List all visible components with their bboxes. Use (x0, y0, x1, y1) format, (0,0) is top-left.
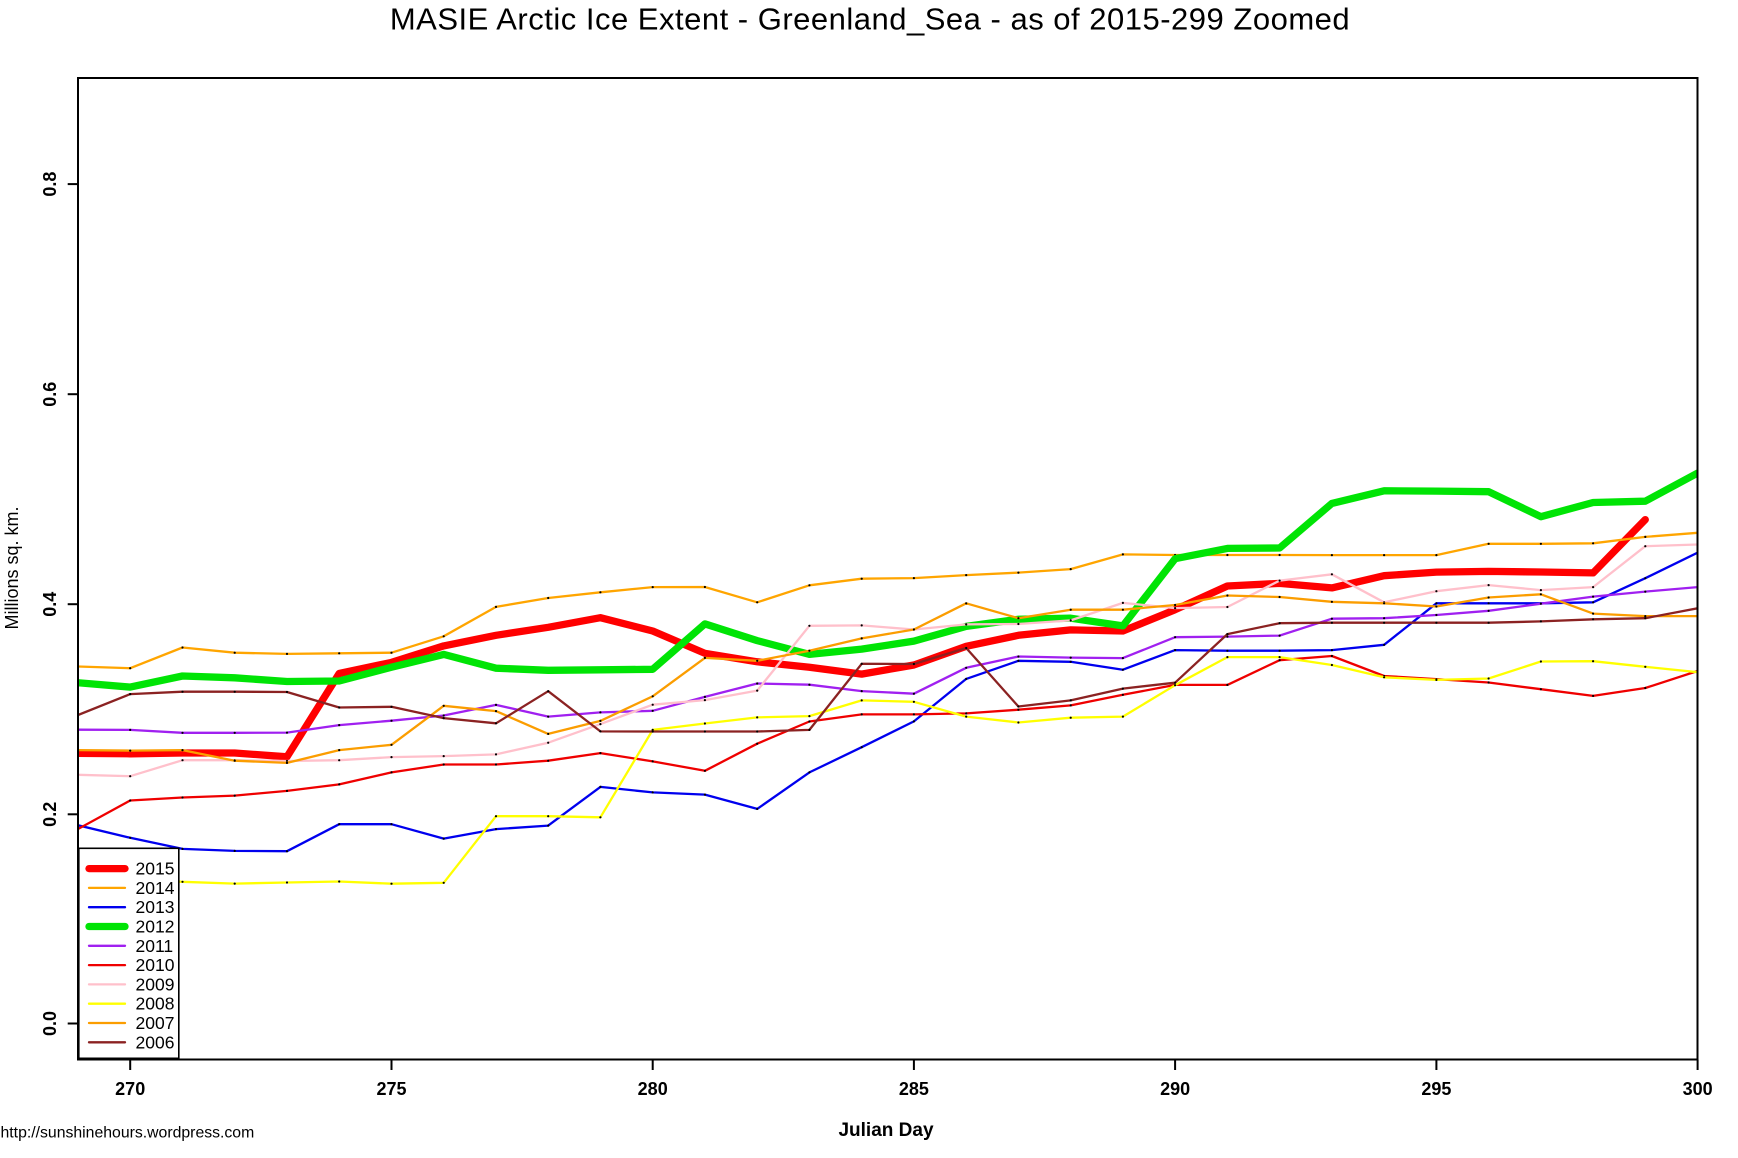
svg-text:Julian Day: Julian Day (838, 1120, 933, 1141)
svg-text:0.4: 0.4 (40, 592, 60, 617)
svg-text:270: 270 (115, 1079, 145, 1099)
svg-text:2007: 2007 (136, 1013, 175, 1033)
svg-text:280: 280 (638, 1079, 668, 1099)
svg-text:2012: 2012 (136, 917, 175, 937)
svg-text:2015: 2015 (136, 859, 175, 879)
svg-text:300: 300 (1683, 1079, 1713, 1099)
svg-text:Millions sq. km.: Millions sq. km. (2, 506, 22, 629)
svg-text:2011: 2011 (136, 936, 174, 956)
svg-text:275: 275 (376, 1079, 406, 1099)
svg-text:0.6: 0.6 (40, 382, 60, 407)
svg-text:2009: 2009 (136, 974, 175, 994)
svg-text:285: 285 (899, 1079, 929, 1099)
svg-text:290: 290 (1160, 1079, 1190, 1099)
svg-text:0.2: 0.2 (40, 802, 60, 827)
svg-text:2008: 2008 (136, 994, 175, 1014)
svg-text:2013: 2013 (136, 897, 175, 917)
svg-text:0.0: 0.0 (40, 1011, 60, 1036)
svg-text:2014: 2014 (136, 878, 175, 898)
svg-text:MASIE Arctic Ice Extent - Gree: MASIE Arctic Ice Extent - Greenland_Sea … (390, 2, 1350, 37)
svg-text:0.8: 0.8 (40, 172, 60, 197)
svg-text:295: 295 (1421, 1079, 1451, 1099)
svg-text:2006: 2006 (136, 1032, 175, 1052)
svg-text:http://sunshinehours.wordpress: http://sunshinehours.wordpress.com (1, 1125, 255, 1142)
svg-text:2010: 2010 (136, 955, 175, 975)
